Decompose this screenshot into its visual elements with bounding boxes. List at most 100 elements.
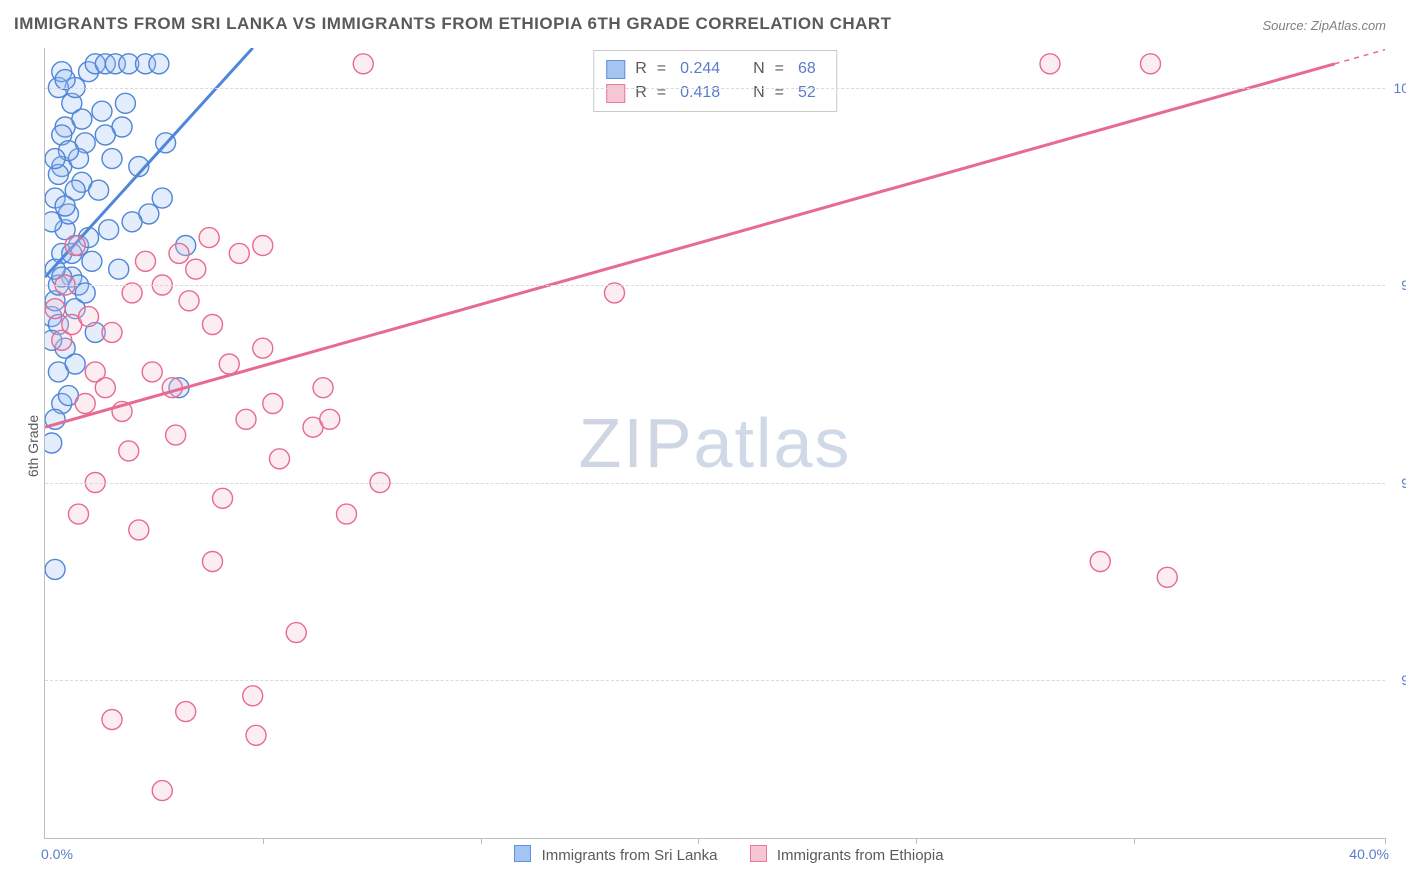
plot-area: ZIPatlas R = 0.244 N = 68 R = 0.418 N = …	[44, 48, 1385, 839]
scatter-point-ethiopia	[320, 409, 340, 429]
gridline-h	[45, 285, 1385, 286]
scatter-point-ethiopia	[152, 781, 172, 801]
series-legend: Immigrants from Sri Lanka Immigrants fro…	[45, 845, 1385, 864]
scatter-point-ethiopia	[102, 322, 122, 342]
scatter-point-ethiopia	[169, 243, 189, 263]
x-tick	[916, 838, 917, 844]
scatter-point-ethiopia	[253, 236, 273, 256]
scatter-point-ethiopia	[337, 504, 357, 524]
legend-eq: =	[657, 57, 666, 81]
scatter-point-srilanka	[152, 188, 172, 208]
y-tick-label: 100.0%	[1391, 80, 1406, 96]
scatter-point-ethiopia	[1090, 552, 1110, 572]
scatter-point-ethiopia	[253, 338, 273, 358]
scatter-point-srilanka	[92, 101, 112, 121]
chart-title: IMMIGRANTS FROM SRI LANKA VS IMMIGRANTS …	[14, 14, 892, 34]
scatter-point-srilanka	[99, 220, 119, 240]
scatter-point-ethiopia	[229, 243, 249, 263]
series-swatch-ethiopia	[750, 845, 767, 862]
legend-swatch-srilanka	[606, 60, 625, 79]
legend-r-label: R	[635, 57, 647, 81]
scatter-point-srilanka	[65, 180, 85, 200]
scatter-point-ethiopia	[353, 54, 373, 74]
scatter-point-srilanka	[149, 54, 169, 74]
scatter-point-ethiopia	[65, 236, 85, 256]
scatter-svg	[45, 48, 1385, 838]
x-tick	[698, 838, 699, 844]
gridline-h	[45, 680, 1385, 681]
scatter-point-ethiopia	[270, 449, 290, 469]
scatter-point-srilanka	[109, 259, 129, 279]
scatter-point-srilanka	[82, 251, 102, 271]
legend-n-label: N	[753, 57, 765, 81]
legend-eq: =	[657, 81, 666, 105]
legend-r-label: R	[635, 81, 647, 105]
x-tick	[263, 838, 264, 844]
scatter-point-ethiopia	[69, 504, 89, 524]
scatter-point-ethiopia	[199, 228, 219, 248]
scatter-point-ethiopia	[176, 702, 196, 722]
scatter-point-ethiopia	[236, 409, 256, 429]
scatter-point-ethiopia	[313, 378, 333, 398]
scatter-point-ethiopia	[186, 259, 206, 279]
scatter-point-srilanka	[45, 559, 65, 579]
scatter-point-srilanka	[45, 149, 65, 169]
legend-row-ethiopia: R = 0.418 N = 52	[606, 81, 820, 105]
y-tick-label: 95.0%	[1391, 475, 1406, 491]
scatter-point-ethiopia	[102, 710, 122, 730]
scatter-point-ethiopia	[213, 488, 233, 508]
series-swatch-srilanka	[514, 845, 531, 862]
scatter-point-srilanka	[89, 180, 109, 200]
scatter-point-ethiopia	[263, 394, 283, 414]
scatter-point-srilanka	[65, 354, 85, 374]
scatter-point-ethiopia	[1141, 54, 1161, 74]
scatter-point-ethiopia	[95, 378, 115, 398]
scatter-point-ethiopia	[129, 520, 149, 540]
scatter-point-ethiopia	[79, 307, 99, 327]
legend-eq: =	[775, 81, 784, 105]
x-tick	[1134, 838, 1135, 844]
scatter-point-ethiopia	[203, 552, 223, 572]
scatter-point-srilanka	[45, 212, 62, 232]
gridline-h	[45, 483, 1385, 484]
legend-n-value-ethiopia: 52	[798, 81, 816, 105]
scatter-point-srilanka	[102, 149, 122, 169]
y-tick-label: 97.5%	[1391, 277, 1406, 293]
scatter-point-ethiopia	[166, 425, 186, 445]
scatter-point-ethiopia	[243, 686, 263, 706]
y-tick-label: 92.5%	[1391, 672, 1406, 688]
legend-swatch-ethiopia	[606, 84, 625, 103]
source-attribution: Source: ZipAtlas.com	[1262, 18, 1386, 33]
scatter-point-ethiopia	[286, 623, 306, 643]
scatter-point-srilanka	[72, 109, 92, 129]
legend-row-srilanka: R = 0.244 N = 68	[606, 57, 820, 81]
scatter-point-ethiopia	[179, 291, 199, 311]
scatter-point-srilanka	[45, 433, 62, 453]
scatter-point-ethiopia	[119, 441, 139, 461]
scatter-point-srilanka	[95, 125, 115, 145]
scatter-point-srilanka	[122, 212, 142, 232]
series-label-srilanka: Immigrants from Sri Lanka	[542, 847, 718, 864]
scatter-point-ethiopia	[75, 394, 95, 414]
legend-r-value-srilanka: 0.244	[680, 57, 720, 81]
gridline-h	[45, 88, 1385, 89]
scatter-point-ethiopia	[219, 354, 239, 374]
correlation-legend: R = 0.244 N = 68 R = 0.418 N = 52	[593, 50, 837, 112]
scatter-point-ethiopia	[1040, 54, 1060, 74]
x-tick	[481, 838, 482, 844]
legend-eq: =	[775, 57, 784, 81]
y-axis-label: 6th Grade	[25, 415, 41, 477]
scatter-point-ethiopia	[142, 362, 162, 382]
scatter-point-ethiopia	[45, 299, 65, 319]
trend-line-ext-ethiopia	[1335, 50, 1385, 64]
legend-r-value-ethiopia: 0.418	[680, 81, 720, 105]
scatter-point-ethiopia	[203, 315, 223, 335]
scatter-point-ethiopia	[246, 725, 266, 745]
scatter-point-srilanka	[115, 93, 135, 113]
series-label-ethiopia: Immigrants from Ethiopia	[777, 847, 944, 864]
legend-n-label: N	[753, 81, 765, 105]
x-tick	[1385, 838, 1386, 844]
legend-n-value-srilanka: 68	[798, 57, 816, 81]
scatter-point-ethiopia	[136, 251, 156, 271]
scatter-point-ethiopia	[1157, 567, 1177, 587]
